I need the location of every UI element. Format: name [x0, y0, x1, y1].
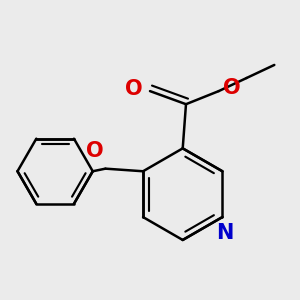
Text: N: N [216, 223, 234, 243]
Text: O: O [86, 142, 104, 161]
Text: O: O [125, 80, 143, 100]
Text: O: O [223, 79, 240, 98]
